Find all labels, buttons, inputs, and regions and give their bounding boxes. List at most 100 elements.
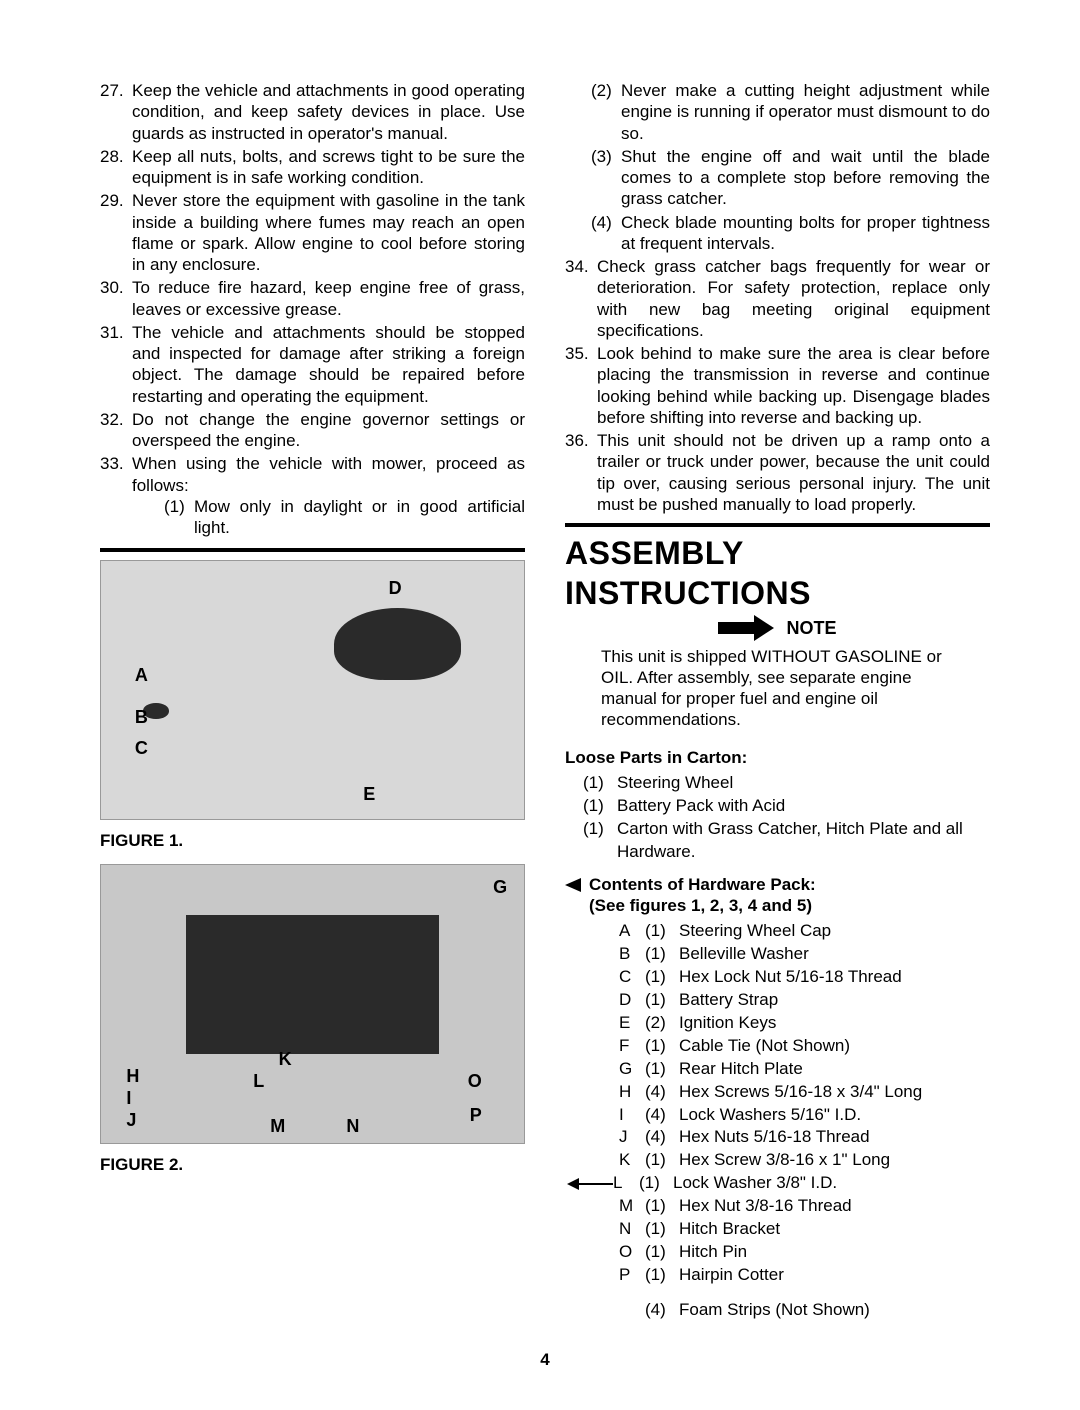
sub-number: (1) [164, 496, 194, 539]
item-text: Keep the vehicle and attachments in good… [132, 80, 525, 144]
loose-qty: (1) [583, 795, 617, 818]
fig2-label-i: I [126, 1087, 131, 1110]
hw-letter: O [619, 1241, 645, 1264]
item-text: The vehicle and attachments should be st… [132, 322, 525, 407]
hw-letter: A [619, 920, 645, 943]
hw-qty: (1) [645, 1035, 679, 1058]
safety-item: 27.Keep the vehicle and attachments in g… [100, 80, 525, 144]
fig1-label-c: C [135, 737, 148, 760]
fig1-label-b: B [135, 706, 148, 729]
hw-letter: F [619, 1035, 645, 1058]
fig1-wheel [334, 608, 461, 680]
hw-qty: (1) [645, 989, 679, 1012]
fig1-label-d: D [389, 577, 402, 600]
hardware-item: N(1)Hitch Bracket [619, 1218, 990, 1241]
item-number: 35. [565, 343, 597, 428]
hw-desc: Hex Nut 3/8-16 Thread [679, 1195, 990, 1218]
item-text: Do not change the engine governor settin… [132, 409, 525, 452]
hw-arrow-icon [565, 878, 581, 892]
hardware-item: L(1)Lock Washer 3/8" I.D. [619, 1172, 990, 1195]
safety-item: 34.Check grass catcher bags frequently f… [565, 256, 990, 341]
hw-qty: (1) [645, 1195, 679, 1218]
hw-qty: (4) [645, 1081, 679, 1104]
hw-desc: Steering Wheel Cap [679, 920, 990, 943]
note-header: NOTE [565, 617, 990, 640]
sub-text: Mow only in daylight or in good artifici… [194, 496, 525, 539]
item-text: When using the vehicle with mower, proce… [132, 453, 525, 540]
item-text: To reduce fire hazard, keep engine free … [132, 277, 525, 320]
note-arrow-icon [718, 617, 778, 639]
safety-item: 31.The vehicle and attachments should be… [100, 322, 525, 407]
hw-desc: Hex Lock Nut 5/16-18 Thread [679, 966, 990, 989]
item-number: 32. [100, 409, 132, 452]
loose-part-item: (1)Steering Wheel [583, 772, 990, 795]
loose-desc: Carton with Grass Catcher, Hitch Plate a… [617, 818, 990, 864]
safety-item: 36.This unit should not be driven up a r… [565, 430, 990, 515]
fig2-plate [186, 915, 440, 1054]
fig2-label-m: M [270, 1115, 285, 1138]
hw-desc: Lock Washers 5/16" I.D. [679, 1104, 990, 1127]
sub-item: (3)Shut the engine off and wait until th… [591, 146, 990, 210]
safety-item: 30.To reduce fire hazard, keep engine fr… [100, 277, 525, 320]
hw-desc: Battery Strap [679, 989, 990, 1012]
hw-desc: Belleville Washer [679, 943, 990, 966]
loose-desc: Battery Pack with Acid [617, 795, 990, 818]
hw-desc: Hex Screws 5/16-18 x 3/4" Long [679, 1081, 990, 1104]
item-33-continued: (2)Never make a cutting height adjustmen… [565, 80, 990, 254]
hw-letter: J [619, 1126, 645, 1149]
hw-desc: Hex Nuts 5/16-18 Thread [679, 1126, 990, 1149]
item-number: 29. [100, 190, 132, 275]
item-number: 30. [100, 277, 132, 320]
loose-part-item: (1)Battery Pack with Acid [583, 795, 990, 818]
sub-text: Never make a cutting height adjustment w… [621, 80, 990, 144]
hw-letter: M [619, 1195, 645, 1218]
fig1-label-e: E [363, 783, 375, 806]
hardware-item: P(1)Hairpin Cotter [619, 1264, 990, 1287]
hw-qty: (1) [645, 1058, 679, 1081]
loose-part-item: (1)Carton with Grass Catcher, Hitch Plat… [583, 818, 990, 864]
hw-letter: H [619, 1081, 645, 1104]
hardware-item: G(1)Rear Hitch Plate [619, 1058, 990, 1081]
hw-letter: B [619, 943, 645, 966]
hw-letter: P [619, 1264, 645, 1287]
hw-qty: (4) [645, 1126, 679, 1149]
hw-desc: Hairpin Cotter [679, 1264, 990, 1287]
sub-number: (3) [591, 146, 621, 210]
hardware-item: H(4)Hex Screws 5/16-18 x 3/4" Long [619, 1081, 990, 1104]
loose-qty: (1) [583, 818, 617, 864]
hardware-item: E(2)Ignition Keys [619, 1012, 990, 1035]
safety-list-left: 27.Keep the vehicle and attachments in g… [100, 80, 525, 540]
sub-text: Shut the engine off and wait until the b… [621, 146, 990, 210]
hw-qty: (1) [645, 920, 679, 943]
hardware-item: O(1)Hitch Pin [619, 1241, 990, 1264]
safety-item: 33.When using the vehicle with mower, pr… [100, 453, 525, 540]
hardware-item: C(1)Hex Lock Nut 5/16-18 Thread [619, 966, 990, 989]
loose-parts-title: Loose Parts in Carton: [565, 747, 990, 768]
assembly-title: ASSEMBLY INSTRUCTIONS [565, 533, 990, 613]
left-column: 27.Keep the vehicle and attachments in g… [100, 80, 525, 1320]
fig2-label-o: O [468, 1070, 482, 1093]
item-text: Check grass catcher bags frequently for … [597, 256, 990, 341]
item-number: 31. [100, 322, 132, 407]
figure-2: G H I J K L M N O P [100, 864, 525, 1144]
loose-qty: (1) [583, 772, 617, 795]
safety-item: 32.Do not change the engine governor set… [100, 409, 525, 452]
item-number: 27. [100, 80, 132, 144]
hw-letter: C [619, 966, 645, 989]
item-text: Look behind to make sure the area is cle… [597, 343, 990, 428]
hw-qty: (4) [645, 1104, 679, 1127]
item-number: 36. [565, 430, 597, 515]
hw-qty: (1) [639, 1172, 673, 1195]
item-33-sublist: (1)Mow only in daylight or in good artif… [132, 496, 525, 539]
hw-letter: G [619, 1058, 645, 1081]
hw-desc: Hitch Bracket [679, 1218, 990, 1241]
hardware-item: D(1)Battery Strap [619, 989, 990, 1012]
divider-right [565, 523, 990, 527]
figure-2-caption: FIGURE 2. [100, 1154, 525, 1175]
hardware-item: K(1)Hex Screw 3/8-16 x 1" Long [619, 1149, 990, 1172]
item-number: 34. [565, 256, 597, 341]
hardware-item: I(4)Lock Washers 5/16" I.D. [619, 1104, 990, 1127]
hw-qty: (1) [645, 1218, 679, 1241]
item-text: Never store the equipment with gasoline … [132, 190, 525, 275]
hardware-item: F(1)Cable Tie (Not Shown) [619, 1035, 990, 1058]
